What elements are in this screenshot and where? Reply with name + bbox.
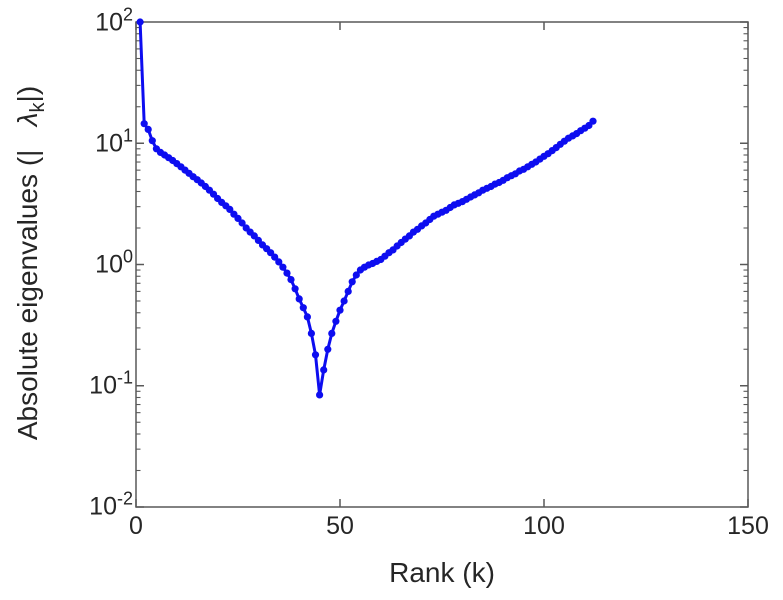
data-point (303, 313, 311, 321)
data-point (328, 329, 336, 337)
lambda-subscript: k (27, 102, 49, 113)
data-point (352, 271, 360, 279)
x-tick-label-150: 150 (727, 512, 769, 540)
data-point (234, 214, 242, 222)
data-point (299, 304, 307, 312)
data-point (336, 306, 344, 314)
data-point (320, 366, 328, 374)
data-point (283, 269, 291, 277)
data-point (279, 263, 287, 271)
y-axis-label-text: Absolute eigenvalues (| (12, 149, 43, 441)
y-axis-label-close: |) (12, 85, 43, 103)
data-point (344, 287, 352, 295)
data-line (138, 20, 595, 397)
data-point (140, 120, 148, 128)
data-point (348, 278, 356, 286)
x-tick-label-100: 100 (523, 512, 565, 540)
data-point (311, 351, 320, 359)
x-tick-label-50: 50 (326, 512, 354, 540)
data-point (295, 295, 303, 303)
data-point (287, 276, 295, 284)
y-tick-label-0p1: 10-1 (89, 367, 133, 400)
data-point (332, 317, 340, 325)
data-point (316, 391, 324, 399)
y-tick-label-1: 100 (95, 246, 133, 279)
data-point (307, 329, 315, 337)
data-point (148, 137, 156, 145)
y-axis-label-gap (12, 126, 43, 149)
y-tick-label-10: 101 (95, 125, 133, 158)
data-point (226, 205, 234, 213)
data-point (589, 117, 597, 125)
x-axis-label: Rank (k) (389, 557, 495, 588)
data-point (271, 253, 279, 261)
data-point (136, 18, 144, 26)
y-tick-label-0p01: 10-2 (89, 488, 133, 521)
data-point (291, 285, 299, 293)
lambda-symbol: λ (12, 112, 43, 127)
data-point (340, 297, 348, 305)
data-point (275, 258, 283, 266)
data-point (144, 125, 152, 133)
x-tick-label-0: 0 (129, 512, 143, 540)
data-series (136, 18, 597, 399)
data-point (324, 345, 332, 353)
y-tick-label-100: 102 (95, 4, 133, 37)
data-point (238, 219, 246, 227)
axes-box (135, 21, 749, 508)
y-axis-label: Absolute eigenvalues (| λk|) (12, 85, 49, 441)
